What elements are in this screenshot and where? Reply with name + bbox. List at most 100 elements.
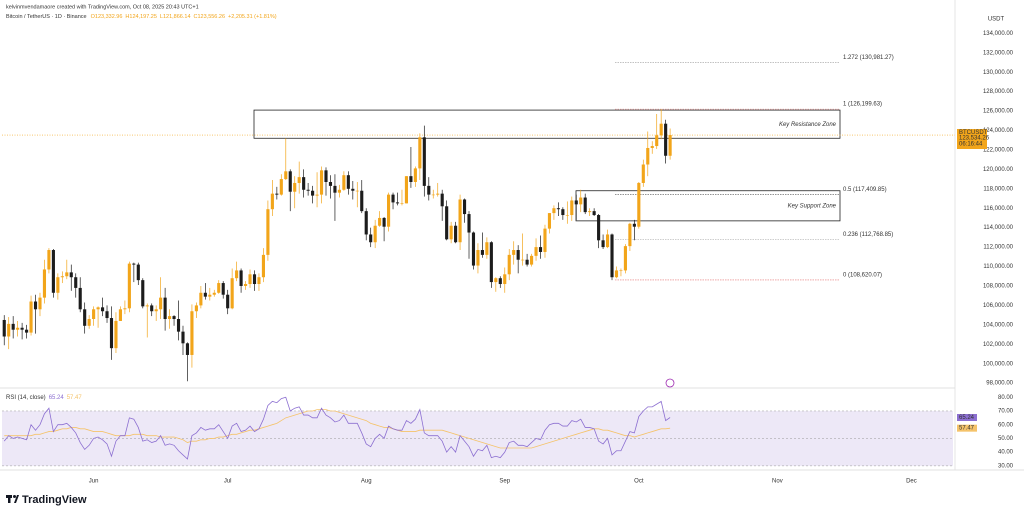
y-tick-label: 110,000.00 xyxy=(983,264,1013,270)
candle-body xyxy=(270,193,274,210)
candle-body xyxy=(605,234,610,248)
rsi-badge-label: 65.24 xyxy=(959,415,975,421)
candle-body xyxy=(306,189,310,191)
y-tick-label: 128,000.00 xyxy=(983,89,1014,95)
candle-body xyxy=(56,277,60,293)
candle-body xyxy=(489,242,493,283)
candle-body xyxy=(11,323,15,330)
fib-label: 1.272 (130,981.27) xyxy=(843,55,894,61)
candle-body xyxy=(145,305,149,307)
symbol-legend: Bitcoin / TetherUS · 1D · Binance O123,33… xyxy=(6,14,277,20)
rsi-badge-label: 57.47 xyxy=(959,426,975,432)
candle-body xyxy=(328,181,333,186)
candle-body xyxy=(141,280,145,307)
y-tick-label: 98,000.00 xyxy=(986,381,1013,387)
candle-body xyxy=(150,305,154,312)
candle-body xyxy=(132,263,136,265)
fib-label: 0.236 (112,768.85) xyxy=(843,232,893,238)
candle-body xyxy=(436,193,440,195)
candle-body xyxy=(297,177,301,183)
candle-body xyxy=(163,297,167,320)
candle-body xyxy=(588,211,592,213)
candle-body xyxy=(395,202,400,204)
candle-body xyxy=(574,200,578,205)
candle-body xyxy=(20,327,24,330)
candle-body xyxy=(136,264,140,281)
candle-body xyxy=(83,309,87,326)
candle-body xyxy=(360,190,364,212)
candle-body xyxy=(302,177,306,190)
candle-body xyxy=(400,203,404,204)
ohlc-high: H124,197.25 xyxy=(125,14,157,20)
candle-body xyxy=(239,270,243,286)
zone-label: Key Resistance Zone xyxy=(779,122,837,128)
y-tick-label: 118,000.00 xyxy=(983,186,1013,192)
ohlc-close: C123,556.26 xyxy=(194,14,226,20)
candle-body xyxy=(284,171,288,180)
event-icon[interactable] xyxy=(665,378,675,388)
candle-body xyxy=(534,247,538,256)
ohlc-change: +2,205.31 (+1.81%) xyxy=(228,14,277,20)
y-tick-label: 100,000.00 xyxy=(983,361,1014,367)
y-tick-label: 40.00 xyxy=(998,450,1014,456)
candle-body xyxy=(346,175,350,189)
y-tick-label: 122,000.00 xyxy=(983,148,1014,154)
rsi-badge xyxy=(957,424,977,432)
candle-body xyxy=(409,176,413,182)
candle-body xyxy=(33,301,38,310)
candle-body xyxy=(25,329,29,333)
candle-body xyxy=(221,283,225,295)
candle-body xyxy=(538,247,543,252)
candle-body xyxy=(74,277,78,288)
candle-body xyxy=(592,211,596,216)
candle-body xyxy=(29,301,33,333)
candle-body xyxy=(449,225,453,240)
rsi-badge xyxy=(957,414,977,422)
candle-body xyxy=(427,185,431,195)
y-tick-label: 106,000.00 xyxy=(983,303,1014,309)
y-tick-label: 70.00 xyxy=(998,409,1014,415)
candle-body xyxy=(261,254,265,278)
candle-body xyxy=(373,225,377,243)
candle-body xyxy=(60,276,64,278)
candle-body xyxy=(440,193,444,207)
candle-body xyxy=(342,175,346,190)
candle-body xyxy=(96,307,100,310)
candle-body xyxy=(646,147,650,165)
y-tick-label: 50.00 xyxy=(998,436,1014,442)
candle-body xyxy=(2,319,6,337)
y-tick-label: 126,000.00 xyxy=(983,109,1014,115)
candle-body xyxy=(315,194,319,196)
fib-label: 0 (108,620.07) xyxy=(843,273,882,279)
candle-body xyxy=(203,292,207,297)
candle-body xyxy=(319,170,324,195)
x-tick-label: Sep xyxy=(499,479,510,485)
candle-body xyxy=(324,170,328,182)
candle-body xyxy=(458,199,462,243)
candle-body xyxy=(614,270,619,278)
y-tick-label: 130,000.00 xyxy=(983,70,1014,76)
x-tick-label: Dec xyxy=(906,479,917,485)
candle-body xyxy=(243,284,248,286)
y-tick-label: 112,000.00 xyxy=(983,245,1013,251)
y-tick-label: 124,000.00 xyxy=(983,128,1014,134)
candle-body xyxy=(293,182,297,192)
fib-label: 0.5 (117,409.85) xyxy=(843,187,887,193)
candle-body xyxy=(512,250,516,255)
candle-body xyxy=(230,278,234,309)
candle-body xyxy=(445,206,449,240)
symbol: Bitcoin / TetherUS · 1D · Binance xyxy=(6,14,87,20)
candle-body xyxy=(159,297,163,310)
candle-body xyxy=(570,200,574,216)
candle-body xyxy=(597,215,601,241)
candle-body xyxy=(252,274,257,285)
candle-body xyxy=(235,270,239,279)
candle-body xyxy=(279,179,283,195)
candle-body xyxy=(556,208,560,210)
candle-body xyxy=(378,217,382,226)
candle-body xyxy=(480,250,484,255)
y-tick-label: 132,000.00 xyxy=(983,50,1014,56)
badge-price: 123,534.26 xyxy=(959,136,990,142)
